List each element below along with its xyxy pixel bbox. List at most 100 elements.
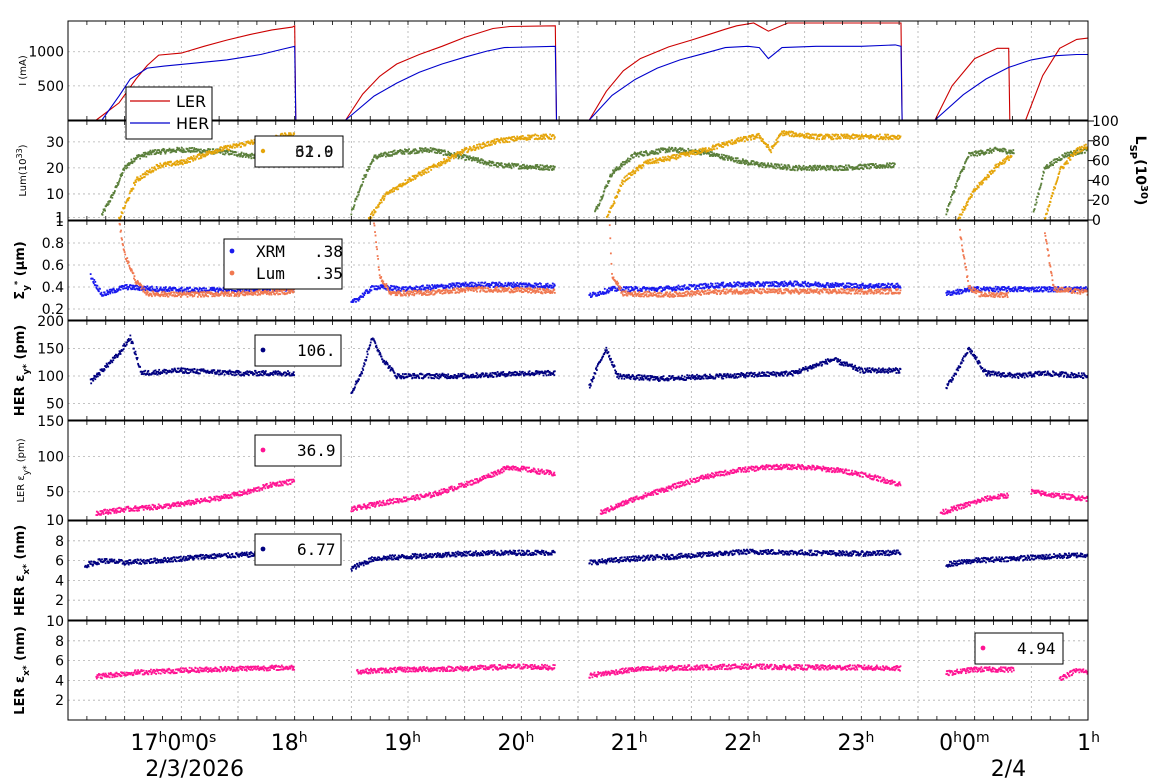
series-point-lum: [172, 148, 175, 151]
series-point-lsp: [417, 172, 420, 175]
series-point-xrm: [379, 284, 382, 287]
series-point-lsp: [1076, 151, 1079, 154]
series-point-lsp: [636, 167, 639, 169]
series-point-lsp: [1004, 161, 1006, 164]
series-point-lum: [111, 196, 114, 199]
series-point-lsp: [449, 157, 452, 160]
series-point-lum: [855, 167, 858, 170]
series-point-lum: [668, 146, 671, 149]
series-point-xrm: [1044, 286, 1047, 289]
series-point-lsp: [782, 134, 784, 137]
series-point-xrm: [117, 289, 120, 291]
series-point-lsp: [512, 139, 515, 142]
series-point-lsp: [1074, 149, 1077, 152]
series-point-xrm: [948, 290, 951, 293]
series-point-lum: [150, 152, 152, 154]
series-point-lum: [515, 165, 518, 167]
series-point-xrm: [389, 286, 392, 289]
series-point-xrm: [162, 289, 165, 292]
series-point-lsp: [651, 162, 654, 165]
series-point-xrm: [222, 289, 224, 292]
series-point-xrm: [544, 286, 547, 289]
series-point-lsp: [500, 137, 503, 140]
series-point-lsp: [244, 144, 247, 147]
series-point-lum: [552, 168, 555, 171]
series-point-lum: [242, 152, 245, 155]
series-point-lum: [198, 293, 201, 296]
series-point-lsp: [1076, 147, 1079, 149]
series-point-lum: [372, 159, 375, 162]
series-point-lum: [247, 156, 250, 159]
series-point-lsp: [167, 161, 169, 164]
series-point-lsp: [817, 134, 820, 136]
series-point-xrm: [163, 290, 166, 293]
series-point-lsp: [970, 193, 972, 196]
series-point-lum: [636, 153, 639, 156]
series-point-lsp: [427, 167, 429, 170]
series-point-xrm: [477, 281, 480, 284]
series-point-xrm: [702, 283, 705, 285]
series-point-lum: [885, 164, 888, 166]
series-point-lsp: [712, 148, 715, 150]
series-point-xrm: [1007, 285, 1010, 288]
series-point-lum: [654, 150, 657, 153]
series-point-xrm: [381, 286, 384, 289]
series-point-lum: [541, 164, 544, 167]
series-point-lsp: [209, 151, 212, 153]
series-point-lsp: [673, 157, 676, 160]
series-point-xrm: [144, 289, 147, 292]
series-point-xrm: [476, 286, 478, 288]
series-point-lum: [959, 172, 962, 175]
series-point-lsp: [464, 148, 467, 150]
series-point-xrm: [759, 284, 762, 287]
series-point-lum: [1041, 174, 1044, 177]
series-point-lsp: [704, 148, 707, 151]
series-point-xrm: [721, 284, 724, 287]
series-point-lsp: [693, 152, 695, 155]
series-point-lum: [147, 151, 150, 154]
series-point-lsp: [780, 133, 783, 135]
series-point-xrm: [947, 293, 950, 296]
series-point-lsp: [498, 140, 501, 143]
series-point-xrm: [210, 289, 213, 291]
series-point-lum: [183, 149, 185, 152]
series-point-xrm: [666, 287, 669, 289]
series-point-lsp: [611, 205, 613, 208]
series-point-xrm: [628, 286, 630, 289]
series-point-xrm: [171, 287, 173, 290]
series-point-xrm: [473, 285, 475, 288]
series-point-lsp: [731, 139, 733, 142]
series-point-lsp: [142, 173, 145, 175]
series-point-xrm: [109, 292, 112, 295]
series-point-lsp: [1010, 155, 1013, 158]
series-point-lum: [956, 179, 959, 182]
series-point-xrm: [413, 286, 416, 289]
series-point-lsp: [613, 202, 616, 204]
series-point-lum: [398, 150, 401, 152]
series-point-lum: [877, 166, 880, 168]
series-point-lum: [253, 154, 256, 157]
series-point-lsp: [161, 164, 164, 167]
series-point-lsp: [525, 138, 528, 141]
series-point-lum: [178, 147, 181, 150]
series-point-xrm: [418, 288, 421, 291]
series-point-lsp: [744, 140, 746, 143]
series-point-xrm: [108, 288, 111, 291]
series-point-lsp: [176, 161, 179, 164]
series-point-lsp: [864, 135, 867, 137]
series-point-lsp: [964, 207, 967, 210]
series-point-lum: [666, 148, 669, 151]
series-point-lum: [188, 147, 191, 149]
series-point-xrm: [876, 286, 879, 289]
series-point-lsp: [381, 196, 384, 199]
series-point-lum: [488, 160, 491, 162]
series-point-lum: [1055, 161, 1058, 163]
series-point-xrm: [703, 286, 706, 289]
series-point-xrm: [982, 288, 984, 291]
series-point-lsp: [157, 167, 160, 170]
series-point-xrm: [411, 288, 414, 291]
series-point-xrm: [420, 288, 423, 291]
series-point-lsp: [721, 141, 724, 144]
series-point-xrm: [1039, 288, 1042, 291]
series-point-xrm: [674, 289, 677, 292]
